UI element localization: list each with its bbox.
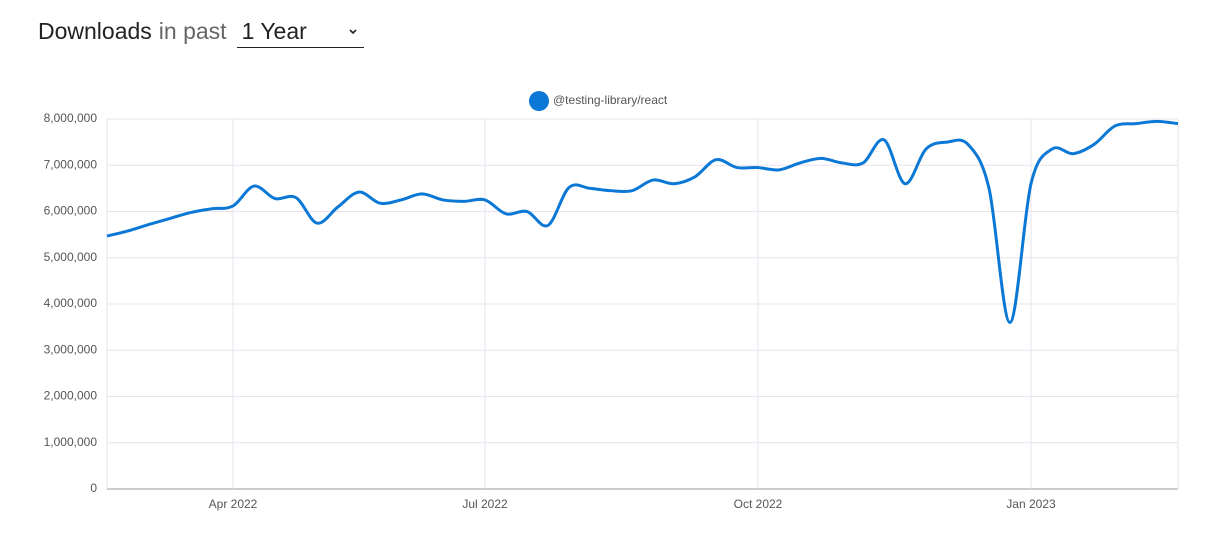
- period-value: 1 Year: [241, 18, 307, 44]
- legend-label: @testing-library/react: [553, 93, 668, 107]
- y-tick-label: 2,000,000: [44, 389, 98, 403]
- y-tick-label: 6,000,000: [44, 204, 98, 218]
- subtitle: in past: [158, 18, 227, 44]
- x-tick-label: Jan 2023: [1006, 497, 1056, 511]
- legend-marker: [529, 91, 549, 111]
- title: Downloads: [38, 18, 152, 44]
- x-tick-label: Oct 2022: [734, 497, 783, 511]
- dropdown-arrow: [348, 28, 357, 34]
- header: Downloads in past 1 Year: [38, 18, 364, 48]
- y-tick-label: 0: [90, 481, 97, 495]
- chart: 0 1,000,000 2,000,000 3,000,000 4,000,000 5,0…: [44, 91, 1179, 511]
- line-series: [106, 119, 1179, 325]
- x-tick-label: Apr 2022: [209, 497, 258, 511]
- y-tick-label: 4,000,000: [44, 296, 98, 310]
- period-select[interactable]: 1 Year: [236, 18, 364, 48]
- x-tick-label: Jul 2022: [462, 497, 508, 511]
- y-tick-label: 5,000,000: [44, 250, 98, 264]
- y-tick-label: 1,000,000: [44, 435, 98, 449]
- y-tick-label: 7,000,000: [44, 157, 98, 171]
- y-tick-label: 3,000,000: [44, 342, 98, 356]
- y-tick-label: 8,000,000: [44, 111, 98, 125]
